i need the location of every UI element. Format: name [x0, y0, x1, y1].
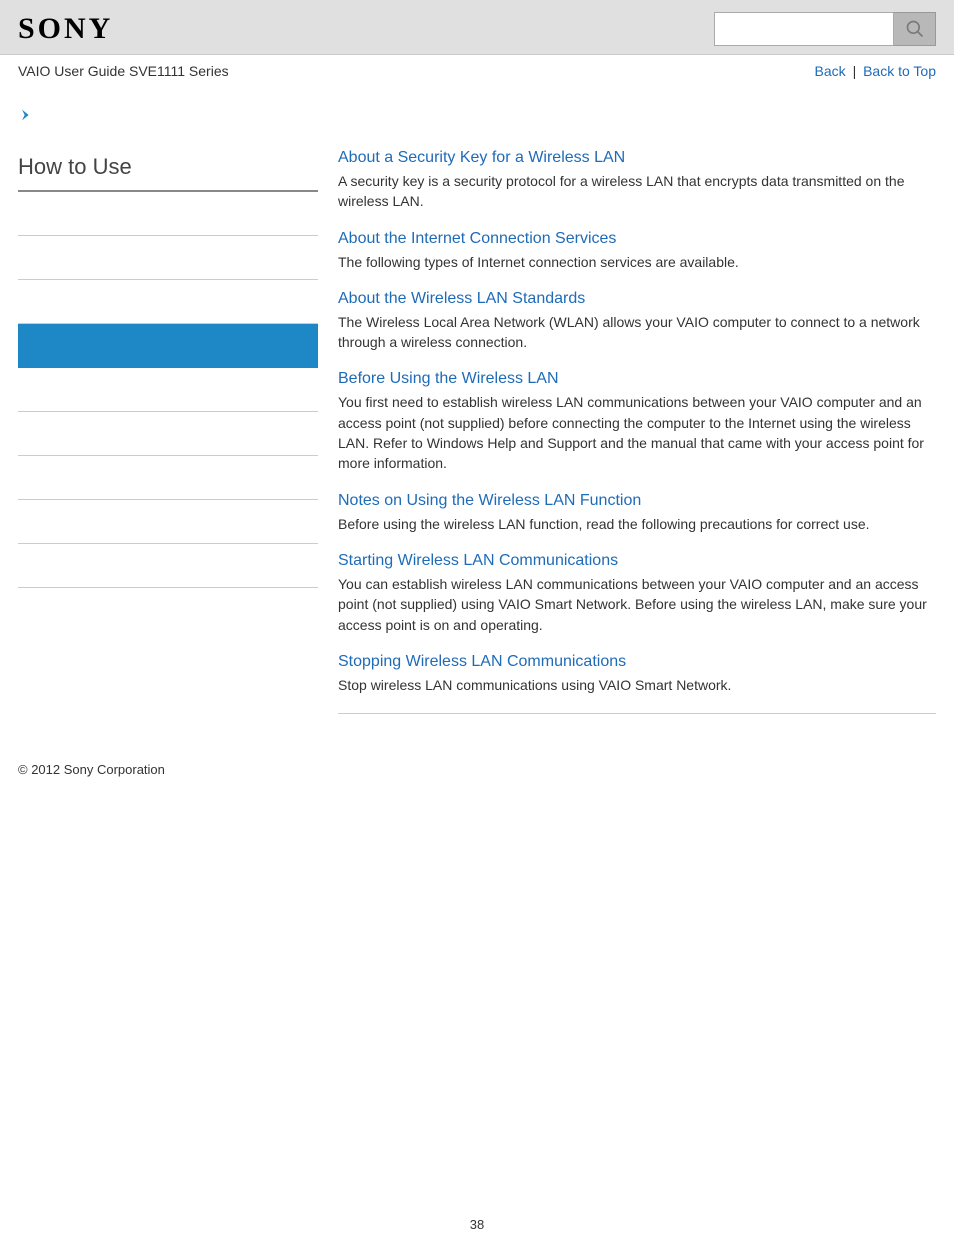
- topic-section: About the Wireless LAN Standards The Wir…: [338, 290, 936, 353]
- footer: © 2012 Sony Corporation: [0, 714, 954, 797]
- link-separator: |: [853, 63, 857, 79]
- topic-section: Before Using the Wireless LAN You first …: [338, 370, 936, 473]
- sidebar-item[interactable]: [18, 456, 318, 500]
- sony-logo: SONY: [18, 12, 113, 46]
- topic-link[interactable]: About the Wireless LAN Standards: [338, 290, 936, 308]
- sidebar-item[interactable]: [18, 368, 318, 412]
- topic-link[interactable]: Notes on Using the Wireless LAN Function: [338, 492, 936, 510]
- topic-link[interactable]: Starting Wireless LAN Communications: [338, 552, 936, 570]
- topic-body: You first need to establish wireless LAN…: [338, 392, 936, 473]
- topic-section: About the Internet Connection Services T…: [338, 230, 936, 272]
- topic-link[interactable]: Stopping Wireless LAN Communications: [338, 653, 936, 671]
- breadcrumb: VAIO User Guide SVE1111 Series: [18, 63, 229, 79]
- content-area: How to Use About a Security Key for a Wi…: [0, 89, 954, 714]
- header-bar: SONY: [0, 0, 954, 55]
- topic-body: Before using the wireless LAN function, …: [338, 514, 936, 534]
- copyright-text: © 2012 Sony Corporation: [18, 762, 165, 777]
- topic-section: Notes on Using the Wireless LAN Function…: [338, 492, 936, 534]
- sidebar-item-active[interactable]: [18, 324, 318, 368]
- sidebar-item[interactable]: [18, 412, 318, 456]
- topic-body: A security key is a security protocol fo…: [338, 171, 936, 212]
- chevron-icon[interactable]: [18, 107, 318, 126]
- search-button[interactable]: [894, 12, 936, 46]
- topic-body: You can establish wireless LAN communica…: [338, 574, 936, 635]
- topic-link[interactable]: About a Security Key for a Wireless LAN: [338, 149, 936, 167]
- search-input[interactable]: [714, 12, 894, 46]
- search-area: [714, 12, 936, 46]
- sidebar-item[interactable]: [18, 236, 318, 280]
- sidebar-item[interactable]: [18, 280, 318, 324]
- search-icon: [905, 19, 925, 39]
- topic-body: The Wireless Local Area Network (WLAN) a…: [338, 312, 936, 353]
- topic-body: The following types of Internet connecti…: [338, 252, 936, 272]
- sidebar-item[interactable]: [18, 192, 318, 236]
- back-link[interactable]: Back: [815, 63, 846, 79]
- sidebar-nav: [18, 192, 318, 588]
- sidebar-item[interactable]: [18, 500, 318, 544]
- topic-section: Starting Wireless LAN Communications You…: [338, 552, 936, 635]
- topic-section: Stopping Wireless LAN Communications Sto…: [338, 653, 936, 695]
- topic-link[interactable]: Before Using the Wireless LAN: [338, 370, 936, 388]
- content-divider: [338, 713, 936, 714]
- topic-body: Stop wireless LAN communications using V…: [338, 675, 936, 695]
- subheader: VAIO User Guide SVE1111 Series Back | Ba…: [0, 55, 954, 89]
- topic-link[interactable]: About the Internet Connection Services: [338, 230, 936, 248]
- topic-section: About a Security Key for a Wireless LAN …: [338, 149, 936, 212]
- main-content: About a Security Key for a Wireless LAN …: [338, 107, 936, 714]
- top-links: Back | Back to Top: [815, 63, 936, 79]
- back-to-top-link[interactable]: Back to Top: [863, 63, 936, 79]
- sidebar-title: How to Use: [18, 148, 318, 192]
- sidebar-item[interactable]: [18, 544, 318, 588]
- sidebar: How to Use: [18, 107, 318, 714]
